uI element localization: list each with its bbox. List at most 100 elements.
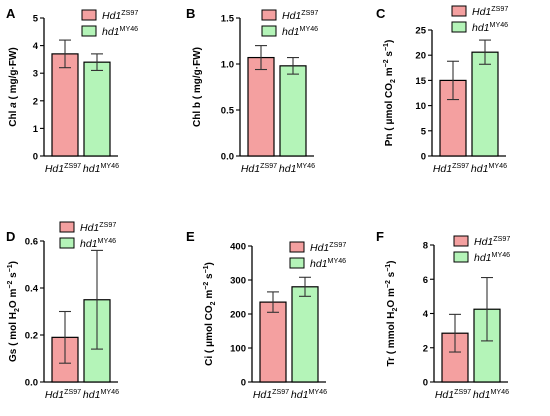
legend-label: hd1MY46 xyxy=(80,237,116,250)
y-tick-label: 0.4 xyxy=(25,284,39,295)
legend-label: Hd1ZS97 xyxy=(472,5,508,18)
panel-letter: C xyxy=(376,6,386,21)
x-category-label: hd1MY46 xyxy=(471,162,507,175)
legend-swatch xyxy=(451,21,467,33)
y-tick-label: 8 xyxy=(423,241,428,252)
y-tick-label: 5 xyxy=(33,14,39,25)
legend-swatch xyxy=(59,237,75,249)
y-tick-label: 1.0 xyxy=(221,60,234,71)
x-category-label: Hd1ZS97 xyxy=(241,162,277,175)
y-tick-label: 300 xyxy=(230,276,246,287)
legend: Hd1ZS97 hd1MY46 xyxy=(59,221,116,250)
y-tick-label: 0 xyxy=(421,152,426,163)
y-axis-label: Chl a ( mg/g·FW) xyxy=(8,47,19,126)
legend-swatch xyxy=(59,221,75,233)
x-category-label: Hd1ZS97 xyxy=(45,388,81,401)
bar-mutant xyxy=(83,61,111,157)
y-tick-label: 6 xyxy=(423,275,428,286)
svg-text:Pn ( μmol CO2 m−2 s−1): Pn ( μmol CO2 m−2 s−1) xyxy=(383,40,397,147)
y-axis-label: Tr ( mmol H2O m−2 s−1) xyxy=(385,260,399,366)
y-tick-label: 10 xyxy=(415,101,426,112)
x-category-label: Hd1ZS97 xyxy=(253,388,289,401)
bar-wt xyxy=(51,53,79,157)
x-category-label: hd1MY46 xyxy=(83,162,119,175)
legend-swatch xyxy=(289,257,305,269)
legend-label: Hd1ZS97 xyxy=(282,9,318,22)
legend-swatch xyxy=(261,25,277,37)
legend-label: hd1MY46 xyxy=(102,25,138,38)
legend-label: Hd1ZS97 xyxy=(310,241,346,254)
x-category-label: hd1MY46 xyxy=(291,388,327,401)
legend-label: hd1MY46 xyxy=(474,251,510,264)
panel-letter: E xyxy=(186,229,195,244)
legend-label: Hd1ZS97 xyxy=(80,221,116,234)
legend-swatch xyxy=(289,241,305,253)
y-tick-label: 0.0 xyxy=(221,152,234,163)
svg-text:Chl b ( mg/g·FW): Chl b ( mg/g·FW) xyxy=(192,47,203,127)
y-tick-label: 3 xyxy=(33,69,38,80)
legend-label: hd1MY46 xyxy=(282,25,318,38)
x-category-label: hd1MY46 xyxy=(83,388,119,401)
legend-label: Hd1ZS97 xyxy=(474,235,510,248)
y-tick-label: 4 xyxy=(33,41,39,52)
legend: Hd1ZS97 hd1MY46 xyxy=(289,241,346,270)
legend-label: Hd1ZS97 xyxy=(102,9,138,22)
y-tick-label: 0 xyxy=(241,378,246,389)
legend-swatch xyxy=(451,5,467,17)
y-tick-label: 0.6 xyxy=(25,237,38,248)
y-axis-label: Pn ( μmol CO2 m−2 s−1) xyxy=(383,40,397,147)
y-tick-label: 0.0 xyxy=(25,378,38,389)
legend-swatch xyxy=(81,25,97,37)
y-tick-label: 400 xyxy=(230,242,246,253)
legend-label: hd1MY46 xyxy=(310,257,346,270)
x-category-label: Hd1ZS97 xyxy=(45,162,81,175)
legend-swatch xyxy=(453,235,469,247)
panel-letter: F xyxy=(376,229,384,244)
legend-swatch xyxy=(81,9,97,21)
y-axis-label: Ci ( μmol CO2 m−2 s−1) xyxy=(203,262,217,366)
x-category-label: hd1MY46 xyxy=(279,162,315,175)
y-tick-label: 2 xyxy=(33,96,38,107)
svg-text:Gs ( mol H2O m−2 s−1): Gs ( mol H2O m−2 s−1) xyxy=(7,261,21,362)
y-tick-label: 0.2 xyxy=(25,331,38,342)
bar-mutant xyxy=(471,51,499,157)
legend-swatch xyxy=(261,9,277,21)
panel-letter: B xyxy=(186,6,195,21)
x-category-label: hd1MY46 xyxy=(473,388,509,401)
y-tick-label: 4 xyxy=(423,309,429,320)
x-category-label: Hd1ZS97 xyxy=(433,162,469,175)
svg-text:Chl a ( mg/g·FW): Chl a ( mg/g·FW) xyxy=(8,47,19,126)
legend: Hd1ZS97 hd1MY46 xyxy=(261,9,318,38)
y-tick-label: 1.5 xyxy=(221,14,235,25)
y-tick-label: 0 xyxy=(33,152,38,163)
svg-text:Ci ( μmol CO2 m−2 s−1): Ci ( μmol CO2 m−2 s−1) xyxy=(203,262,217,366)
legend-label: hd1MY46 xyxy=(472,21,508,34)
x-category-label: Hd1ZS97 xyxy=(435,388,471,401)
y-tick-label: 1 xyxy=(33,124,39,135)
y-tick-label: 25 xyxy=(415,26,426,37)
panel-letter: A xyxy=(6,6,16,21)
legend-swatch xyxy=(453,251,469,263)
legend: Hd1ZS97 hd1MY46 xyxy=(451,5,508,34)
y-tick-label: 15 xyxy=(415,76,426,87)
legend: Hd1ZS97 hd1MY46 xyxy=(453,235,510,264)
y-axis-label: Chl b ( mg/g·FW) xyxy=(192,47,203,127)
y-axis-label: Gs ( mol H2O m−2 s−1) xyxy=(7,261,21,362)
y-tick-label: 20 xyxy=(415,51,426,62)
bar-mutant xyxy=(279,65,307,157)
bar-wt xyxy=(247,56,275,157)
svg-text:Tr ( mmol H2O m−2 s−1): Tr ( mmol H2O m−2 s−1) xyxy=(385,260,399,366)
bar-wt xyxy=(259,301,287,383)
y-tick-label: 2 xyxy=(423,343,428,354)
legend: Hd1ZS97 hd1MY46 xyxy=(81,9,138,38)
panel-letter: D xyxy=(6,229,15,244)
y-tick-label: 5 xyxy=(421,126,427,137)
